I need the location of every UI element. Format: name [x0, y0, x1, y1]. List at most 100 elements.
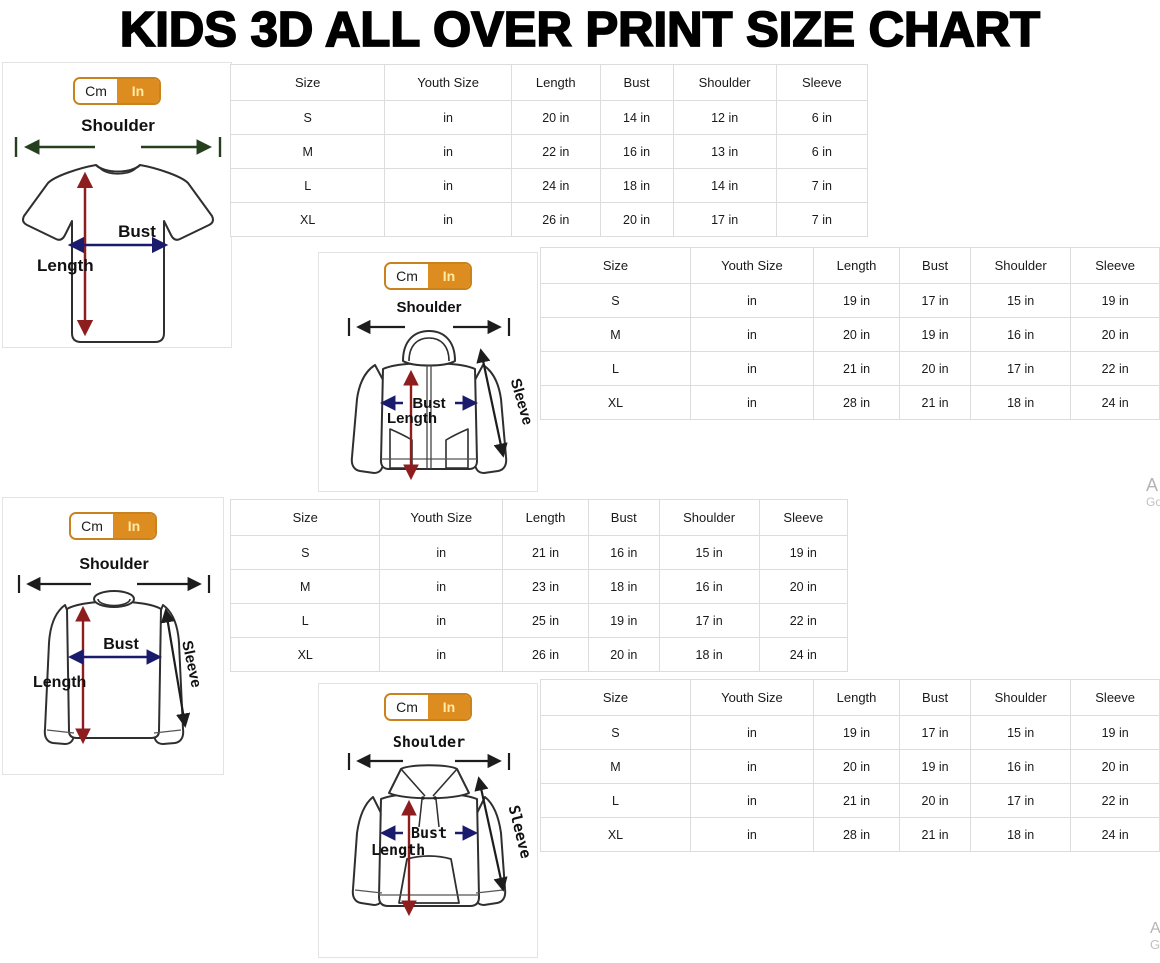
table-cell: 22 in	[1070, 351, 1160, 386]
table-cell: 21 in	[812, 351, 901, 386]
table-cell: 6 in	[775, 100, 869, 135]
table-cell: 20 in	[1070, 317, 1160, 352]
sleeve-label: Sleeve	[507, 377, 536, 427]
table-cell: 21 in	[812, 783, 901, 818]
table-cell: L	[229, 603, 381, 638]
long-sleeve-diagram: Shoulder Bust Length Sleeve	[17, 556, 211, 745]
table-cell: 20 in	[899, 351, 971, 386]
table-cell: in	[689, 351, 814, 386]
watermark-text: G	[1150, 936, 1160, 952]
bust-label: Bust	[103, 636, 139, 653]
table-cell: 19 in	[1070, 715, 1160, 750]
table-cell: 20 in	[812, 317, 901, 352]
table-cell: 19 in	[899, 749, 971, 784]
unit-cm-button[interactable]: Cm	[386, 695, 428, 719]
table-cell: 14 in	[599, 100, 674, 135]
table-cell: 6 in	[775, 134, 869, 169]
table-cell: 20 in	[758, 569, 849, 604]
column-header: Bust	[587, 499, 660, 536]
long-sleeve-panel: Cm In Shoulder Bust Length Sleeve	[2, 497, 224, 775]
column-header: Length	[812, 679, 901, 716]
bust-label: Bust	[412, 395, 445, 412]
table-cell: 20 in	[899, 783, 971, 818]
column-header: Size	[229, 64, 386, 101]
table-cell: 20 in	[599, 202, 674, 237]
column-header: Youth Size	[379, 499, 504, 536]
table-cell: in	[689, 317, 814, 352]
column-header: Length	[502, 499, 589, 536]
table-cell: in	[689, 385, 814, 420]
zip-hoodie-diagram: Shoulder Bust Length Sleeve	[347, 299, 536, 481]
shoulder-label: Shoulder	[81, 116, 155, 135]
table-cell: 16 in	[969, 749, 1072, 784]
column-header: Shoulder	[969, 679, 1072, 716]
table-cell: 20 in	[1070, 749, 1160, 784]
tshirt-diagram: Shoulder Bust Length	[14, 116, 222, 343]
unit-toggle[interactable]: Cm In	[69, 512, 157, 540]
length-label: Length	[387, 410, 437, 427]
unit-in-button[interactable]: In	[117, 79, 159, 103]
tshirt-panel: Cm In Shoulder Bust Length	[2, 62, 232, 348]
edge-watermark: A G	[1150, 920, 1160, 952]
unit-toggle[interactable]: Cm In	[384, 693, 472, 721]
length-label: Length	[371, 841, 425, 859]
unit-cm-button[interactable]: Cm	[75, 79, 117, 103]
zip-hoodie-panel: Cm In Shoulder Bust	[318, 252, 538, 492]
unit-in-button[interactable]: In	[428, 695, 470, 719]
table-cell: M	[540, 749, 691, 784]
page-title: KIDS 3D ALL OVER PRINT SIZE CHART	[119, 2, 1041, 58]
column-header: Sleeve	[758, 499, 849, 536]
unit-cm-button[interactable]: Cm	[386, 264, 428, 288]
unit-in-button[interactable]: In	[113, 514, 155, 538]
table-cell: in	[689, 283, 814, 318]
column-header: Shoulder	[658, 499, 760, 536]
watermark-text: A	[1150, 920, 1160, 937]
table-cell: 18 in	[969, 817, 1072, 852]
table-cell: M	[540, 317, 691, 352]
unit-cm-button[interactable]: Cm	[71, 514, 113, 538]
sleeve-label: Sleeve	[178, 639, 205, 689]
header-row: Size Youth Size Length Bust Shoulder Sleeve	[540, 247, 1160, 284]
column-header: Sleeve	[775, 64, 869, 101]
table-cell: 16 in	[969, 317, 1072, 352]
table-cell: 24 in	[758, 637, 849, 672]
table-cell: 28 in	[812, 385, 901, 420]
table-cell: 16 in	[658, 569, 760, 604]
table-cell: 18 in	[969, 385, 1072, 420]
table-cell: S	[229, 535, 381, 570]
shoulder-label: Shoulder	[79, 556, 148, 573]
watermark-text: A	[1146, 475, 1159, 495]
length-label: Length	[37, 256, 94, 275]
header-row: Size Youth Size Length Bust Shoulder Sleeve	[540, 679, 1160, 716]
header-row: Size Youth Size Length Bust Shoulder Sleeve	[229, 499, 849, 536]
table-cell: 19 in	[812, 715, 901, 750]
table-cell: in	[384, 100, 512, 135]
table-cell: 17 in	[969, 351, 1072, 386]
table-cell: M	[229, 569, 381, 604]
edge-watermark: A Go	[1146, 475, 1160, 509]
unit-in-button[interactable]: In	[428, 264, 470, 288]
table-cell: 14 in	[672, 168, 777, 203]
table-cell: 17 in	[672, 202, 777, 237]
table-cell: 21 in	[502, 535, 589, 570]
table-cell: 24 in	[1070, 817, 1160, 852]
column-header: Bust	[899, 679, 971, 716]
table-cell: 15 in	[969, 715, 1072, 750]
table-cell: 7 in	[775, 168, 869, 203]
unit-toggle[interactable]: Cm In	[384, 262, 472, 290]
column-header: Youth Size	[689, 679, 814, 716]
table-cell: 16 in	[587, 535, 660, 570]
column-header: Sleeve	[1070, 247, 1160, 284]
table-cell: 19 in	[758, 535, 849, 570]
watermark-text: Go	[1146, 494, 1160, 509]
table-cell: 18 in	[599, 168, 674, 203]
unit-toggle[interactable]: Cm In	[73, 77, 161, 105]
